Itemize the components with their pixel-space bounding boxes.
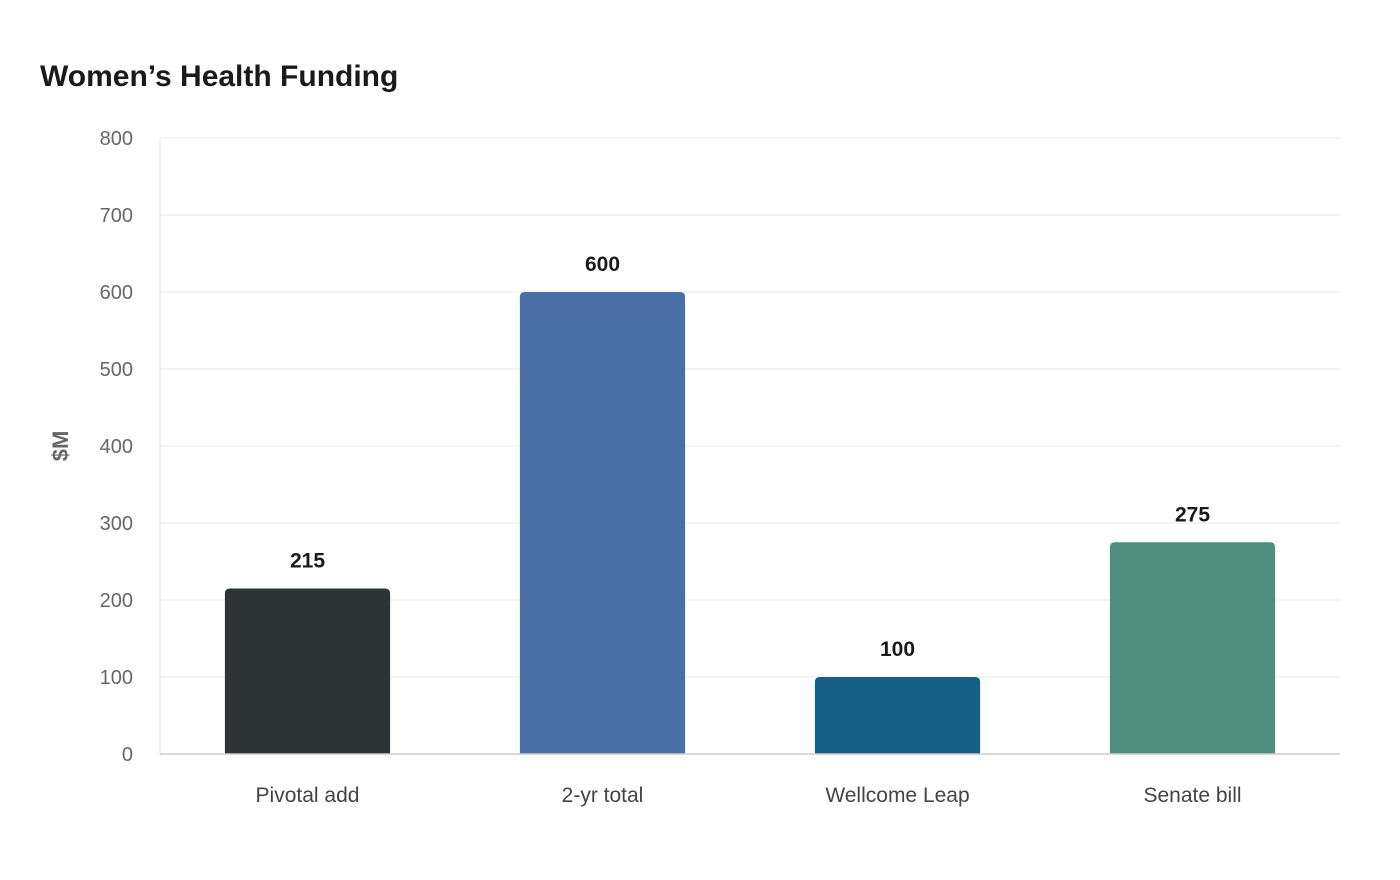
data-label-0: 215: [290, 549, 325, 572]
y-tick-label: 0: [122, 744, 133, 766]
x-axis-ticks: Pivotal add 2-yr total Wellcome Leap Senate…: [256, 784, 1242, 807]
bar-2: [814, 677, 981, 754]
x-tick-label: Senate bill: [1143, 784, 1241, 807]
y-axis-label: $M: [48, 431, 73, 462]
bar-1: [519, 292, 686, 754]
chart-title: Women’s Health Funding: [40, 60, 399, 93]
data-labels: 215 600 100 275: [290, 253, 1210, 661]
x-tick-label: 2-yr total: [562, 784, 644, 807]
bar-0: [224, 588, 391, 754]
bars: [224, 292, 1276, 754]
y-tick-label: 800: [100, 128, 133, 150]
y-tick-label: 100: [100, 667, 133, 689]
y-tick-label: 400: [100, 436, 133, 458]
y-tick-label: 700: [100, 205, 133, 227]
data-label-1: 600: [585, 253, 620, 276]
y-tick-label: 600: [100, 282, 133, 304]
y-tick-label: 300: [100, 513, 133, 535]
y-tick-label: 500: [100, 359, 133, 381]
bar-3: [1109, 542, 1276, 754]
data-label-2: 100: [880, 638, 915, 661]
y-tick-label: 200: [100, 590, 133, 612]
x-tick-label: Wellcome Leap: [825, 784, 969, 807]
data-label-3: 275: [1175, 503, 1210, 526]
y-axis-ticks: 0 100 200 300 400 500 600 700 800: [100, 128, 133, 766]
x-tick-label: Pivotal add: [256, 784, 360, 807]
